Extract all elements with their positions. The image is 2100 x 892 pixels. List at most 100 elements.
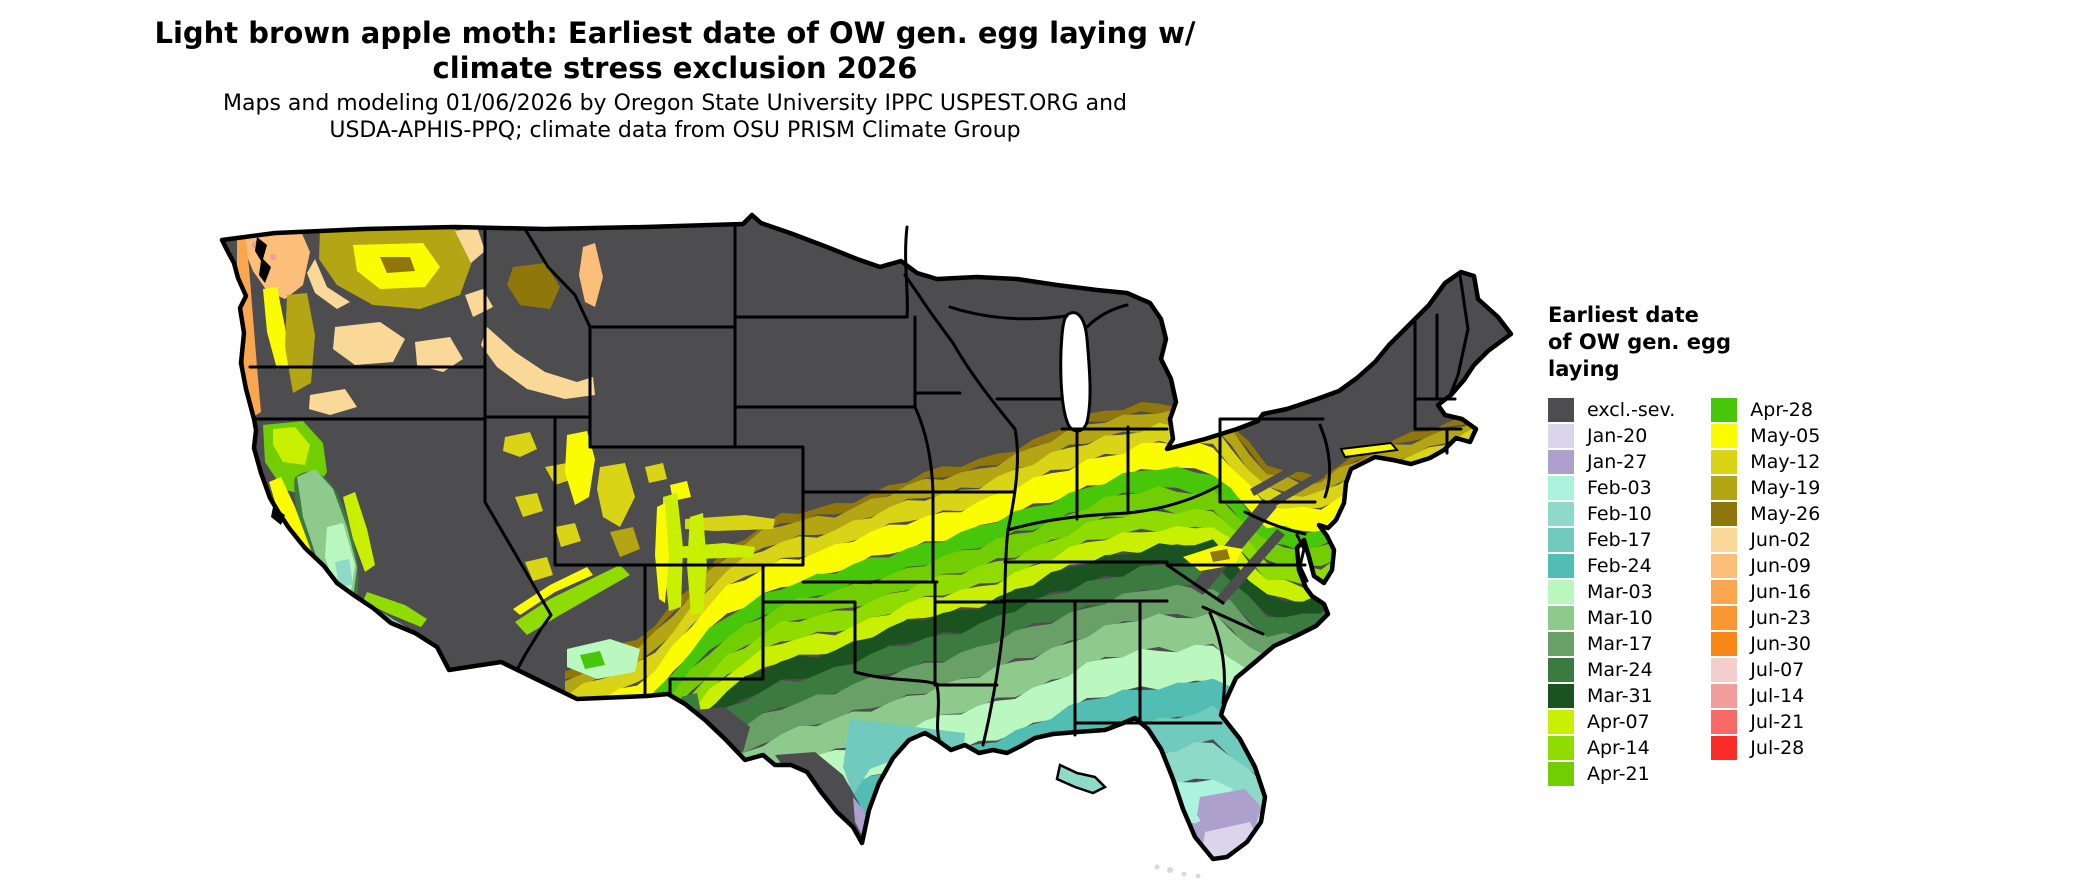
legend-row-may05: May-05 [1711, 423, 1820, 449]
legend-label: May-26 [1750, 503, 1821, 525]
legend-label: excl.-sev. [1587, 399, 1676, 421]
legend-row-jun30: Jun-30 [1711, 631, 1820, 657]
legend-label: Jun-02 [1750, 529, 1812, 551]
legend-row-jan20: Jan-20 [1548, 423, 1675, 449]
legend-swatch-feb03 [1548, 476, 1574, 500]
legend-swatch-jun16 [1711, 580, 1738, 604]
puget-sound [255, 237, 271, 283]
legend-label: Apr-07 [1587, 711, 1650, 733]
legend-label: Jul-21 [1750, 711, 1805, 733]
legend-row-jul21: Jul-21 [1711, 709, 1820, 735]
map-title: Light brown apple moth: Earliest date of… [0, 16, 1350, 86]
legend-swatch-may26 [1711, 502, 1738, 526]
legend-row-mar03: Mar-03 [1548, 579, 1675, 605]
legend-swatch-jun09 [1711, 554, 1738, 578]
legend-row-jul07: Jul-07 [1711, 657, 1820, 683]
legend-swatch-may05 [1711, 424, 1738, 448]
legend-swatch-excl [1548, 398, 1574, 422]
legend-row-apr28: Apr-28 [1711, 397, 1820, 423]
legend-row-jan27: Jan-27 [1548, 449, 1675, 475]
lake-michigan [1059, 311, 1092, 433]
legend-label: Mar-24 [1587, 659, 1653, 681]
legend-title-line2: of OW gen. egg [1548, 330, 1732, 354]
band-may12 [565, 413, 1511, 712]
legend-swatch-jun30 [1711, 632, 1738, 656]
legend-row-jun02: Jun-02 [1711, 527, 1820, 553]
legend-row-feb17: Feb-17 [1548, 527, 1675, 553]
legend-row-feb10: Feb-10 [1548, 501, 1675, 527]
legend-row-jun16: Jun-16 [1711, 579, 1820, 605]
legend-swatch-mar24 [1548, 658, 1574, 682]
legend-swatch-apr07 [1548, 710, 1574, 734]
legend-column-2: Apr-28 May-05 May-12 May-19 May-26 Jun-02 Jun-… [1711, 397, 1820, 787]
band-apr21 [565, 460, 1511, 781]
legend-row-mar31: Mar-31 [1548, 683, 1675, 709]
legend-row-may19: May-19 [1711, 475, 1820, 501]
legend-swatch-jun02 [1711, 528, 1738, 552]
legend-swatch-jul14 [1711, 684, 1738, 708]
legend-swatch-mar17 [1548, 632, 1574, 656]
legend-row-jun23: Jun-23 [1711, 605, 1820, 631]
legend-columns: excl.-sev. Jan-20 Jan-27 Feb-03 Feb-10 Feb-17… [1548, 397, 1888, 787]
legend-label: Mar-10 [1587, 607, 1653, 629]
legend-swatch-apr28 [1711, 398, 1738, 422]
map-subtitle-line1: Maps and modeling 01/06/2026 by Oregon S… [223, 91, 1127, 116]
legend-swatch-mar03 [1548, 580, 1574, 604]
legend-label: Feb-10 [1587, 503, 1652, 525]
legend-swatch-mar10 [1548, 606, 1574, 630]
legend-label: Jun-23 [1750, 607, 1812, 629]
legend-row-feb24: Feb-24 [1548, 553, 1675, 579]
legend-row-jun09: Jun-09 [1711, 553, 1820, 579]
legend-label: Mar-03 [1587, 581, 1653, 603]
legend-label: May-19 [1750, 477, 1821, 499]
legend-label: Jan-27 [1587, 451, 1648, 473]
legend-swatch-feb10 [1548, 502, 1574, 526]
legend-label: Jul-14 [1750, 685, 1805, 707]
legend-row-apr07: Apr-07 [1548, 709, 1675, 735]
map-fill-layers [222, 215, 1511, 859]
legend-row-mar10: Mar-10 [1548, 605, 1675, 631]
legend-swatch-may12 [1711, 450, 1738, 474]
legend-label: Apr-28 [1750, 399, 1813, 421]
legend-row-jul28: Jul-28 [1711, 735, 1820, 761]
us-choropleth-map [215, 167, 1535, 892]
legend-title-line3: laying [1548, 357, 1620, 381]
map-title-line2: climate stress exclusion 2026 [432, 51, 918, 85]
legend-label: Feb-03 [1587, 477, 1652, 499]
legend-label: Feb-17 [1587, 529, 1652, 551]
legend-row-jul14: Jul-14 [1711, 683, 1820, 709]
legend-swatch-apr21 [1548, 762, 1574, 786]
legend-row-apr14: Apr-14 [1548, 735, 1675, 761]
legend: Earliest date of OW gen. egg laying excl… [1548, 302, 1888, 787]
legend-title-line1: Earliest date [1548, 303, 1699, 327]
legend-swatch-jan20 [1548, 424, 1574, 448]
legend-swatch-jun23 [1711, 606, 1738, 630]
legend-row-mar24: Mar-24 [1548, 657, 1675, 683]
western-mountain-patches [237, 227, 775, 581]
legend-swatch-jul28 [1711, 736, 1738, 760]
legend-row-may12: May-12 [1711, 449, 1820, 475]
map-subtitle: Maps and modeling 01/06/2026 by Oregon S… [0, 90, 1350, 144]
legend-swatch-jul07 [1711, 658, 1738, 682]
legend-swatch-feb24 [1548, 554, 1574, 578]
legend-label: Jun-30 [1750, 633, 1812, 655]
legend-label: Jun-09 [1750, 555, 1812, 577]
long-island [1339, 441, 1399, 459]
legend-label: Mar-17 [1587, 633, 1653, 655]
legend-label: Jul-28 [1750, 737, 1805, 759]
band-may05 [565, 427, 1511, 736]
map-title-line1: Light brown apple moth: Earliest date of… [154, 16, 1196, 50]
legend-swatch-mar31 [1548, 684, 1574, 708]
legend-label: Apr-21 [1587, 763, 1650, 785]
legend-swatch-may19 [1711, 476, 1738, 500]
us-map-svg [215, 167, 1535, 879]
legend-label: Jan-20 [1587, 425, 1648, 447]
legend-row-mar17: Mar-17 [1548, 631, 1675, 657]
legend-label: Mar-31 [1587, 685, 1653, 707]
legend-swatch-jul21 [1711, 710, 1738, 734]
legend-label: Apr-14 [1587, 737, 1650, 759]
legend-label: Jul-07 [1750, 659, 1805, 681]
map-subtitle-line2: USDA-APHIS-PPQ; climate data from OSU PR… [329, 118, 1021, 143]
legend-column-1: excl.-sev. Jan-20 Jan-27 Feb-03 Feb-10 Feb-17… [1548, 397, 1675, 787]
